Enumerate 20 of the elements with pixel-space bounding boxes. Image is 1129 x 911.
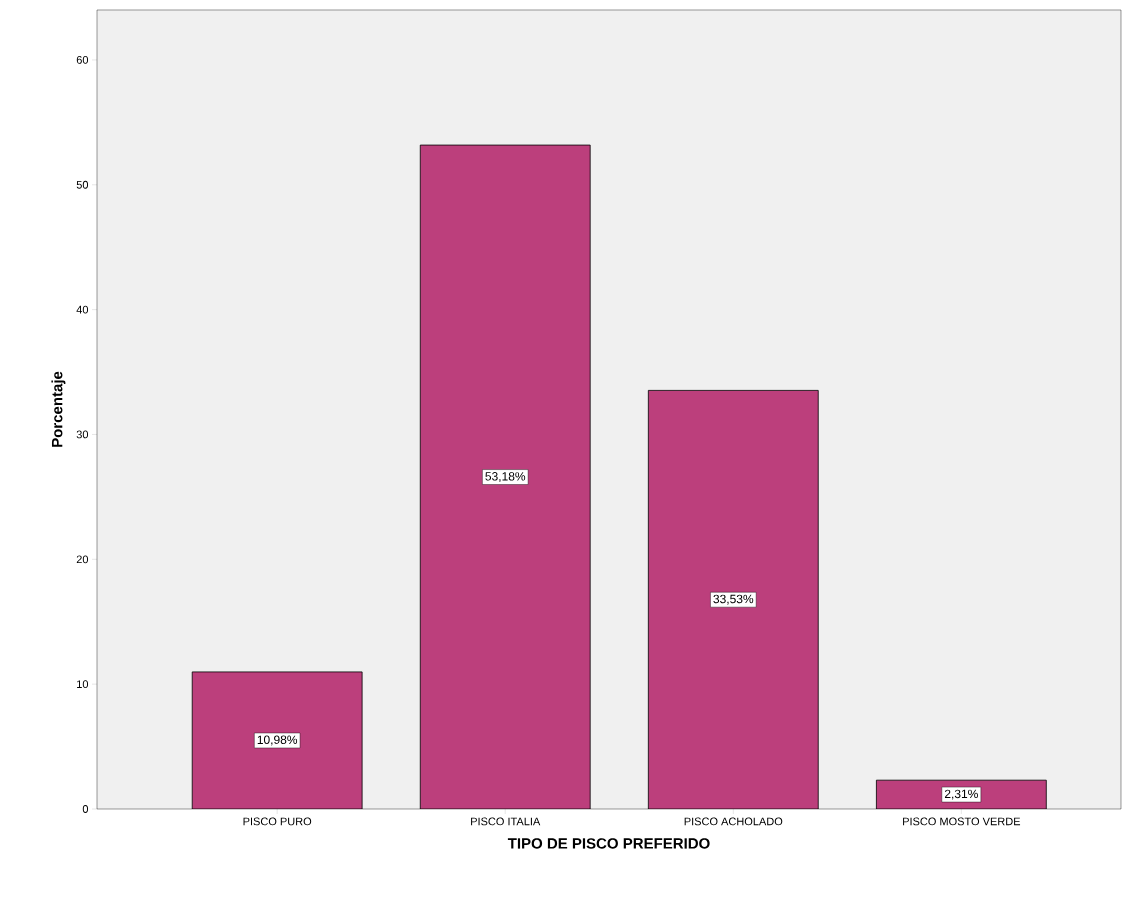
- data-label: 53,18%: [485, 472, 526, 482]
- y-tick-label: 0: [82, 805, 89, 813]
- bar: [192, 671, 363, 809]
- y-tick-label: 20: [76, 555, 89, 564]
- x-tick-label: PISCO PURO: [243, 817, 312, 826]
- y-axis-title: Porcentaje: [51, 371, 66, 447]
- x-tick-label: PISCO MOSTO VERDE: [903, 817, 1021, 826]
- y-tick-label: 40: [76, 305, 89, 314]
- y-tick-label: 60: [76, 56, 89, 64]
- data-label: 2,31%: [944, 789, 978, 800]
- y-tick-label: 30: [76, 430, 89, 439]
- data-label: 33,53%: [713, 594, 754, 605]
- x-tick-label: PISCO ITALIA: [471, 817, 541, 826]
- bar: [647, 389, 819, 809]
- bar: [419, 144, 591, 809]
- x-tick-label: PISCO ACHOLADO: [684, 817, 783, 826]
- y-tick-label: 50: [76, 180, 89, 189]
- y-tick-label: 10: [77, 680, 89, 689]
- data-label: 10,98%: [257, 735, 298, 746]
- x-axis-title: TIPO DE PISCO PREFERIDO: [507, 838, 710, 849]
